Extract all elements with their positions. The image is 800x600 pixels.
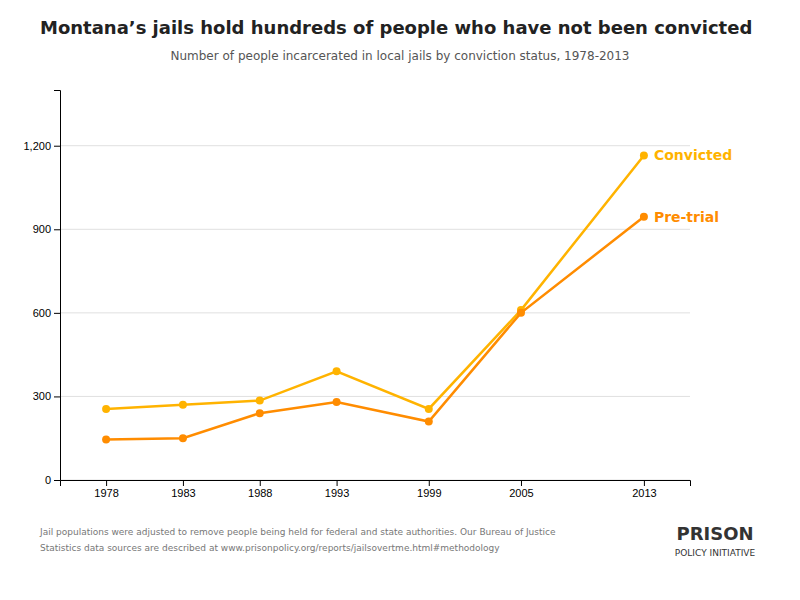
point [640, 213, 648, 221]
footer: Jail populations were adjusted to remove… [39, 523, 755, 558]
grid-line [60, 229, 690, 230]
point [102, 405, 110, 413]
y-tick-mark [54, 146, 60, 147]
x-tick-mark [644, 480, 645, 486]
x-tick: 1983 [171, 480, 195, 499]
grid [60, 146, 690, 480]
grid-line [60, 396, 690, 397]
x-tick: 2005 [509, 480, 533, 499]
title: Montana’s jails hold hundreds of people … [40, 17, 752, 38]
x-tick: 1988 [248, 480, 272, 499]
y-tick: 300 [33, 390, 60, 402]
logo-text: PRISON [676, 523, 753, 544]
y-tick: 600 [33, 307, 60, 319]
subtitle: Number of people incarcerated in local j… [170, 49, 629, 63]
y-tick: 0 [45, 474, 60, 486]
y-tick-label: 600 [33, 307, 51, 319]
point [333, 367, 341, 375]
x-tick-label: 1983 [171, 487, 195, 499]
series-line [106, 155, 644, 409]
y-axis: 0 300 600 900 1,200 [23, 91, 60, 487]
grid-line [60, 145, 690, 146]
point [425, 418, 433, 426]
y-tick-mark [54, 229, 60, 230]
x-tick-label: 2005 [509, 487, 533, 499]
x-tick-label: 1978 [94, 487, 118, 499]
point [102, 436, 110, 444]
point [179, 401, 187, 409]
point [256, 409, 264, 417]
footer-note: Jail populations were adjusted to remove… [39, 527, 556, 537]
footer-note: Statistics data sources are described at… [40, 543, 500, 553]
x-tick-mark [429, 480, 430, 486]
x-tick-mark [521, 480, 522, 486]
chart: Montana’s jails hold hundreds of people … [0, 0, 800, 600]
plot: 1978 1983 1988 1993 1999 2005 2013 0 300 600 900 1,… [23, 91, 732, 499]
point [425, 405, 433, 413]
x-tick-label: 2013 [632, 487, 656, 499]
series-label: Convicted [654, 147, 732, 163]
x-axis: 1978 1983 1988 1993 1999 2005 2013 [61, 480, 691, 499]
series-line [106, 217, 644, 440]
x-tick: 1978 [94, 480, 118, 499]
y-tick-label: 300 [33, 390, 51, 402]
x-axis-line [61, 481, 691, 487]
x-tick-mark [337, 480, 338, 486]
point [517, 309, 525, 317]
point [179, 434, 187, 442]
point [256, 397, 264, 405]
series-label: Pre-trial [654, 209, 719, 225]
x-tick: 2013 [632, 480, 656, 499]
x-tick-mark [183, 480, 184, 486]
x-tick: 1999 [417, 480, 441, 499]
y-tick-label: 900 [33, 223, 51, 235]
y-tick-mark [54, 313, 60, 314]
y-tick-label: 1,200 [23, 140, 51, 152]
series-labels: Convicted Pre-trial [654, 147, 732, 224]
x-tick-label: 1993 [325, 487, 349, 499]
x-tick-mark [260, 480, 261, 486]
point [333, 398, 341, 406]
y-tick: 900 [33, 223, 60, 235]
grid-line [60, 312, 690, 313]
x-tick-label: 1999 [417, 487, 441, 499]
y-axis-line [54, 91, 61, 481]
x-tick: 1993 [325, 480, 349, 499]
logo-subtext: POLICY INITIATIVE [675, 548, 756, 558]
y-tick-mark [54, 480, 60, 481]
y-tick-label: 0 [45, 474, 51, 486]
point [640, 151, 648, 159]
y-tick: 1,200 [23, 140, 60, 152]
y-tick-mark [54, 396, 60, 397]
x-tick-label: 1988 [248, 487, 272, 499]
marks [102, 151, 648, 443]
x-tick-mark [106, 480, 107, 486]
